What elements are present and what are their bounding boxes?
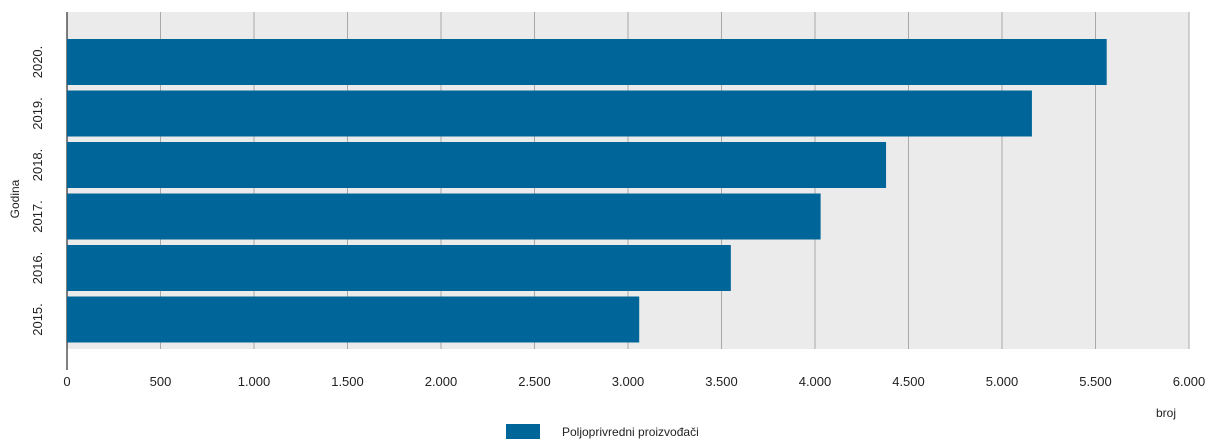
x-tick-label: 4.500 bbox=[892, 374, 925, 389]
x-tick-label: 2.000 bbox=[425, 374, 458, 389]
x-tick-label: 1.500 bbox=[331, 374, 364, 389]
x-axis-title: broj bbox=[1156, 406, 1176, 420]
category-label-2015: 2015. bbox=[30, 303, 45, 336]
x-tick-label: 1.000 bbox=[238, 374, 271, 389]
category-label-2017: 2017. bbox=[30, 200, 45, 233]
category-label-2020: 2020. bbox=[30, 46, 45, 79]
x-tick-label: 2.500 bbox=[518, 374, 551, 389]
x-tick-label: 5.000 bbox=[986, 374, 1019, 389]
bar-2019 bbox=[67, 90, 1032, 137]
x-tick-label: 4.000 bbox=[799, 374, 832, 389]
x-tick-label: 500 bbox=[150, 374, 172, 389]
category-label-2018: 2018. bbox=[30, 149, 45, 182]
x-tick-label: 3.000 bbox=[612, 374, 645, 389]
category-label-2016: 2016. bbox=[30, 252, 45, 285]
x-tick-label: 3.500 bbox=[705, 374, 738, 389]
y-axis-title: Godina bbox=[8, 179, 22, 218]
bar-2016 bbox=[67, 245, 731, 291]
bar-2020 bbox=[67, 39, 1107, 85]
category-label-2019: 2019. bbox=[30, 97, 45, 130]
bar-2018 bbox=[67, 142, 887, 188]
x-tick-label: 5.500 bbox=[1079, 374, 1112, 389]
bar-2015 bbox=[67, 296, 640, 343]
legend: Poljoprivredni proizvođači bbox=[506, 424, 699, 439]
x-tick-label: 0 bbox=[63, 374, 70, 389]
legend-label: Poljoprivredni proizvođači bbox=[562, 424, 699, 439]
x-tick-label: 6.000 bbox=[1173, 374, 1206, 389]
bar-2017 bbox=[67, 193, 821, 240]
legend-swatch bbox=[506, 424, 540, 439]
